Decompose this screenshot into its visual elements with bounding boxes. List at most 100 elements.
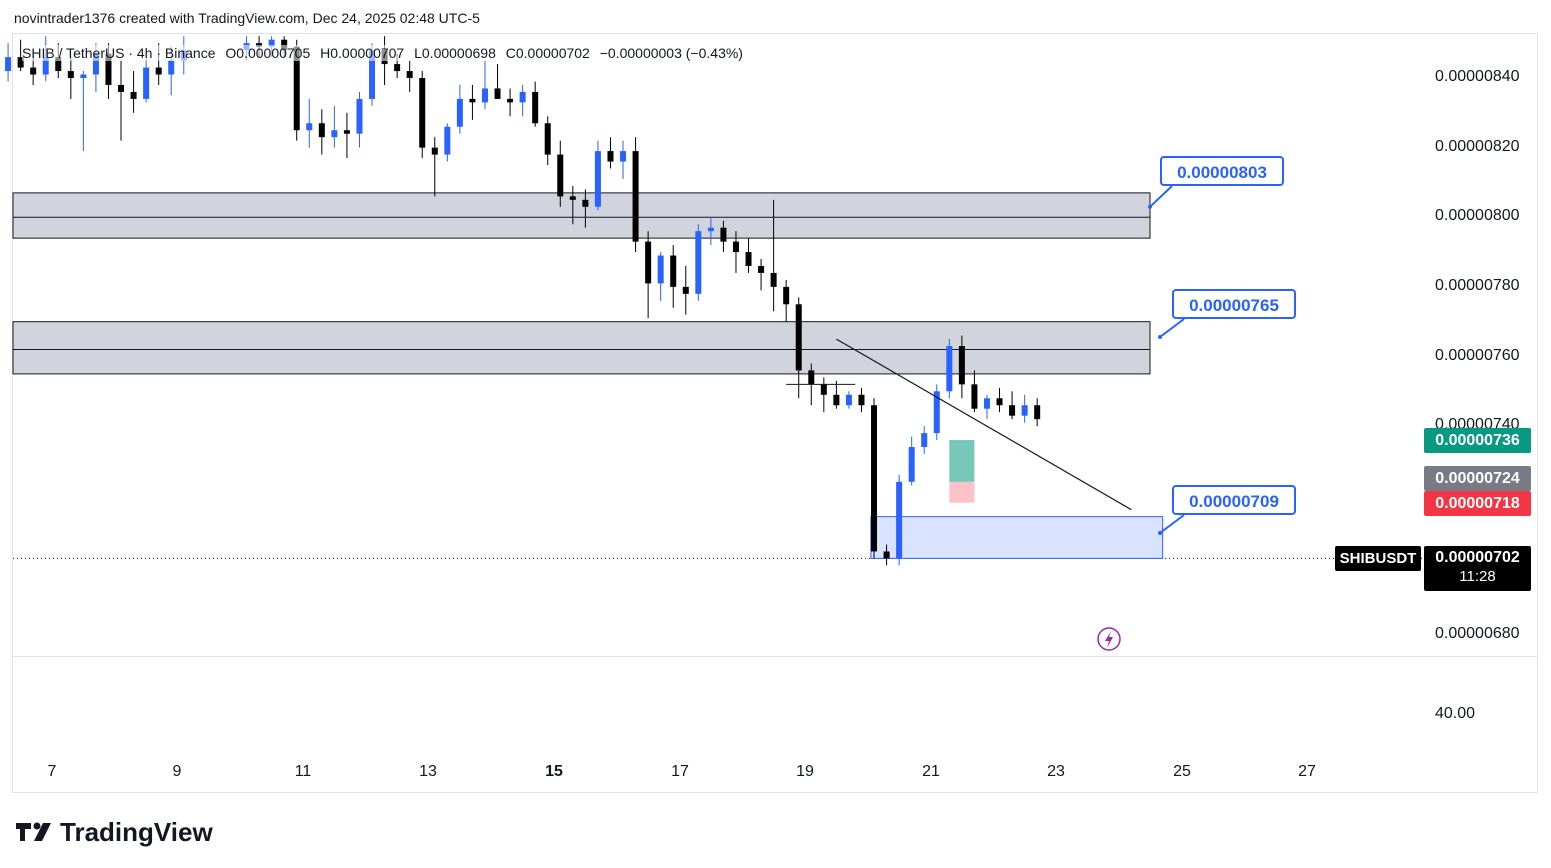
candle-bull: [933, 391, 940, 434]
candle-bear: [783, 286, 790, 305]
candle-bear: [17, 57, 24, 68]
pane-separator[interactable]: [13, 656, 1537, 657]
tradingview-logo-icon: [16, 819, 56, 850]
price-label-green: 0.00000736: [1424, 428, 1531, 453]
time-tick: 17: [671, 763, 689, 780]
candle-bear: [293, 46, 300, 131]
price-tick: 0.00000780: [1435, 277, 1520, 294]
time-tick: 7: [47, 763, 57, 780]
candle-bear: [155, 67, 162, 75]
legend-open: O0.00000705: [225, 45, 311, 61]
lightning-icon: [1097, 627, 1121, 651]
candle-bear: [582, 199, 589, 207]
candle-bear: [871, 405, 878, 552]
price-callout-middle[interactable]: 0.00000765: [1172, 289, 1296, 319]
resistance-zone: [12, 192, 1151, 239]
candle-bear: [645, 241, 652, 284]
callout-anchor: [1158, 531, 1162, 535]
time-tick: 23: [1047, 763, 1065, 780]
candle-bull: [707, 227, 714, 232]
candle-bull: [331, 130, 338, 138]
callout-anchor: [1148, 204, 1152, 209]
price-tick: 0.00000800: [1435, 207, 1520, 224]
candle-bear: [507, 98, 514, 103]
indicator-tick: 40.00: [1435, 705, 1476, 722]
callout-connector: [1149, 185, 1173, 208]
symbol-tag: SHIBUSDT: [1335, 546, 1421, 571]
time-tick: 9: [172, 763, 182, 780]
candle-bull: [845, 394, 852, 406]
candle-bear: [431, 147, 438, 155]
candle-bull: [268, 39, 275, 47]
callout-connector: [1159, 514, 1185, 534]
candle-bear: [632, 151, 639, 242]
chart-frame: [12, 33, 1538, 793]
candle-bull: [444, 126, 451, 155]
candle-bear: [607, 151, 614, 162]
candle-bull: [168, 60, 175, 75]
candle-bear: [958, 346, 965, 385]
candle-bear: [808, 370, 815, 385]
ohlc-legend: SHIB / TetherUS · 4h · Binance O0.000007…: [22, 45, 749, 61]
position-target-area: [949, 440, 975, 482]
candle-bear: [67, 71, 74, 78]
candle-bull: [921, 433, 928, 448]
candle-bull: [306, 123, 313, 131]
candle-bear: [770, 272, 777, 287]
time-tick: 15: [545, 763, 563, 780]
candle-bear: [557, 154, 564, 197]
candle-bear: [820, 384, 827, 395]
candle-bull: [908, 447, 915, 482]
candle-bull: [143, 67, 150, 99]
last-price-label: 0.00000702 11:28: [1424, 546, 1531, 591]
time-tick: 11: [294, 763, 312, 780]
candle-bull: [620, 151, 627, 162]
candle-bull: [1021, 405, 1028, 416]
candle-bear: [532, 91, 539, 124]
candle-bear: [469, 98, 476, 103]
candle-bear: [758, 265, 765, 273]
attribution: novintrader1376 created with TradingView…: [14, 10, 480, 26]
candle-bear: [670, 255, 677, 287]
candle-bull: [481, 88, 488, 103]
candle-bear: [1009, 405, 1016, 416]
legend-change: −0.00000003 (−0.43%): [599, 45, 743, 61]
time-tick: 19: [796, 763, 814, 780]
tradingview-brand: TradingView: [60, 817, 213, 847]
candle-bear: [971, 384, 978, 409]
tradingview-logo[interactable]: TradingView: [16, 817, 213, 850]
position-stop-area: [949, 481, 975, 503]
candle-bear: [1034, 405, 1041, 420]
candle-bear: [795, 304, 802, 371]
lightning-bolt: [1105, 631, 1113, 648]
legend-high: H0.00000707: [320, 45, 405, 61]
trend-line: [836, 338, 1132, 511]
candle-bear: [544, 123, 551, 155]
candle-bull: [356, 98, 363, 134]
resistance-zone: [12, 321, 1151, 375]
drawings-layer: [786, 185, 1185, 651]
candle-bear: [720, 227, 727, 242]
price-tick: 0.00000820: [1435, 138, 1520, 155]
candle-bear: [858, 394, 865, 406]
candle-bull: [695, 231, 702, 294]
candle-bull: [456, 98, 463, 127]
candle-bear: [833, 394, 840, 406]
candle-bear: [732, 241, 739, 253]
price-label-gray: 0.00000724: [1424, 466, 1531, 491]
legend-low: L0.00000698: [414, 45, 496, 61]
candles-layer: [5, 36, 1041, 566]
candle-bull: [594, 151, 601, 207]
candle-bull: [983, 398, 990, 409]
candle-bear: [281, 39, 288, 51]
price-label-red: 0.00000718: [1424, 491, 1531, 516]
candle-bear: [406, 71, 413, 78]
legend-close: C0.00000702: [505, 45, 590, 61]
candle-bear: [30, 67, 37, 75]
price-callout-bottom[interactable]: 0.00000709: [1172, 485, 1296, 515]
candle-bull: [5, 57, 12, 72]
price-callout-top[interactable]: 0.00000803: [1160, 156, 1284, 186]
candle-bear: [318, 123, 325, 138]
candle-bull: [92, 53, 99, 75]
